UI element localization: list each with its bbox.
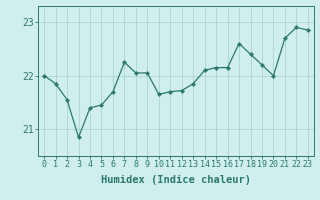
X-axis label: Humidex (Indice chaleur): Humidex (Indice chaleur) — [101, 175, 251, 185]
